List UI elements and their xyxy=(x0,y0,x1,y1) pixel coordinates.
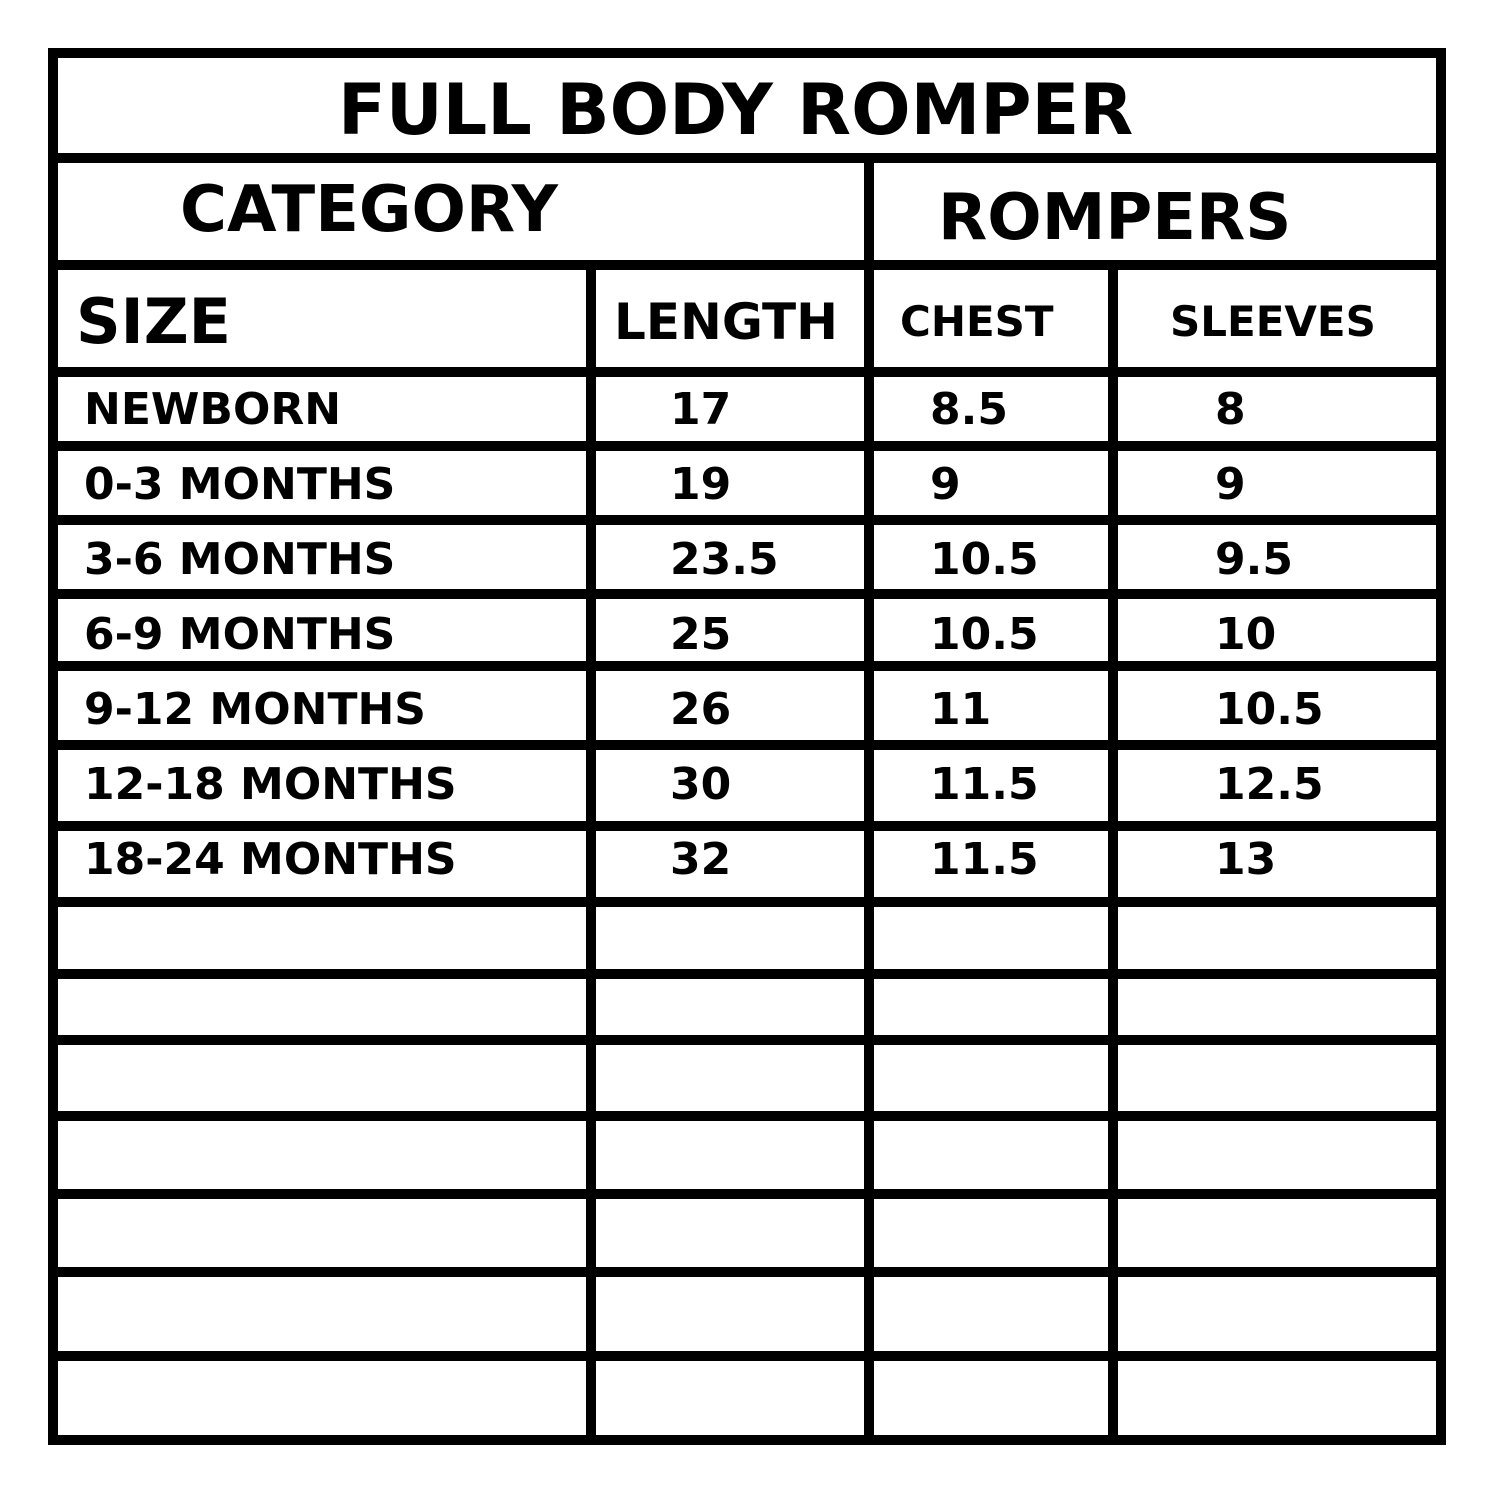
cell-size: 3-6 MONTHS xyxy=(84,534,396,585)
cell-size: 9-12 MONTHS xyxy=(84,684,426,735)
cell-sleeves: 10 xyxy=(1215,609,1277,660)
row-divider xyxy=(48,1111,1446,1121)
cell-size: 18-24 MONTHS xyxy=(84,834,457,885)
row-divider xyxy=(48,740,1446,750)
header-sleeves: SLEEVES xyxy=(1170,297,1376,346)
cell-sleeves: 10.5 xyxy=(1215,684,1324,735)
cell-size: 12-18 MONTHS xyxy=(84,759,457,810)
cell-length: 26 xyxy=(670,684,732,735)
row-divider xyxy=(48,969,1446,979)
row-divider xyxy=(48,260,1446,270)
cell-size: NEWBORN xyxy=(84,384,342,435)
column-divider xyxy=(864,158,874,1445)
cell-length: 19 xyxy=(670,459,732,510)
category-value: ROMPERS xyxy=(938,181,1292,255)
header-size: SIZE xyxy=(76,285,232,358)
row-divider xyxy=(48,441,1446,451)
cell-length: 23.5 xyxy=(670,534,779,585)
cell-sleeves: 12.5 xyxy=(1215,759,1324,810)
row-divider xyxy=(48,589,1446,599)
cell-length: 32 xyxy=(670,834,732,885)
row-divider xyxy=(48,661,1446,671)
cell-sleeves: 13 xyxy=(1215,834,1277,885)
header-chest: CHEST xyxy=(900,297,1054,346)
cell-length: 17 xyxy=(670,384,732,435)
row-divider xyxy=(48,897,1446,907)
cell-length: 25 xyxy=(670,609,732,660)
category-label: CATEGORY xyxy=(180,173,558,247)
cell-chest: 10.5 xyxy=(930,609,1039,660)
row-divider xyxy=(48,1435,1446,1445)
column-divider xyxy=(48,48,58,1445)
cell-chest: 11 xyxy=(930,684,992,735)
row-divider xyxy=(48,153,1446,163)
cell-sleeves: 9 xyxy=(1215,459,1246,510)
cell-size: 0-3 MONTHS xyxy=(84,459,396,510)
row-divider xyxy=(48,1035,1446,1045)
column-divider xyxy=(586,265,596,1445)
cell-sleeves: 9.5 xyxy=(1215,534,1293,585)
row-divider xyxy=(48,1351,1446,1361)
cell-chest: 10.5 xyxy=(930,534,1039,585)
column-divider xyxy=(1436,48,1446,1445)
row-divider xyxy=(48,48,1446,58)
column-divider xyxy=(1108,265,1118,1445)
row-divider xyxy=(48,367,1446,377)
cell-sleeves: 8 xyxy=(1215,384,1246,435)
cell-chest: 8.5 xyxy=(930,384,1008,435)
cell-chest: 9 xyxy=(930,459,961,510)
cell-size: 6-9 MONTHS xyxy=(84,609,396,660)
header-length: LENGTH xyxy=(614,293,838,351)
row-divider xyxy=(48,821,1446,831)
row-divider xyxy=(48,1189,1446,1199)
cell-chest: 11.5 xyxy=(930,834,1039,885)
row-divider xyxy=(48,515,1446,525)
cell-chest: 11.5 xyxy=(930,759,1039,810)
row-divider xyxy=(48,1267,1446,1277)
table-title: FULL BODY ROMPER xyxy=(338,69,1134,151)
cell-length: 30 xyxy=(670,759,732,810)
